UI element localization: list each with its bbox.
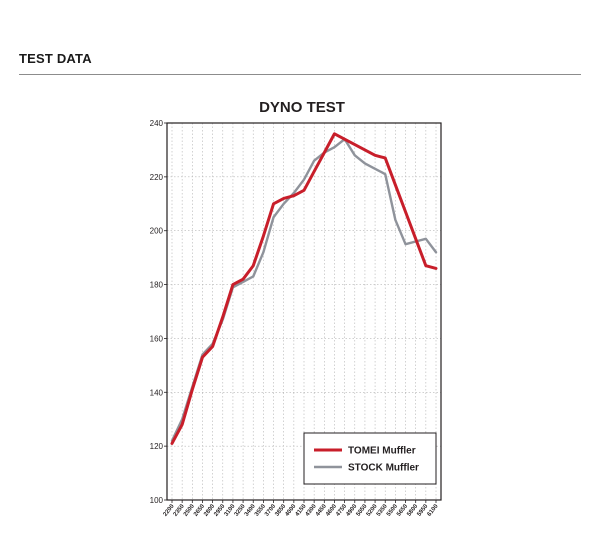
x-tick-label: 6100 bbox=[427, 503, 440, 518]
chart-series bbox=[170, 132, 438, 445]
section-divider bbox=[19, 74, 581, 75]
plot-frame bbox=[166, 122, 442, 501]
chart-legend: TOMEI Muffler STOCK Muffler bbox=[303, 432, 437, 485]
series-line-tomei bbox=[170, 132, 438, 445]
legend-label: TOMEI Muffler bbox=[348, 446, 416, 457]
section-heading: TEST DATA bbox=[19, 51, 92, 66]
y-tick-label: 220 bbox=[150, 173, 164, 182]
y-tick-label: 160 bbox=[150, 334, 164, 343]
chart-title: DYNO TEST bbox=[259, 99, 345, 116]
legend-label: STOCK Muffler bbox=[348, 463, 419, 474]
y-tick-label: 240 bbox=[150, 119, 164, 128]
y-tick-label: 100 bbox=[150, 496, 164, 505]
y-tick-label: 180 bbox=[150, 281, 164, 290]
legend-box bbox=[303, 432, 437, 485]
x-axis-ticks: 2200235025002650280029503100325034003550… bbox=[163, 500, 440, 518]
y-tick-label: 200 bbox=[150, 227, 164, 236]
y-tick-label: 140 bbox=[150, 388, 164, 397]
y-tick-label: 120 bbox=[150, 442, 164, 451]
y-axis-ticks: 100 120 140 160 180 200 220 240 bbox=[150, 119, 167, 505]
